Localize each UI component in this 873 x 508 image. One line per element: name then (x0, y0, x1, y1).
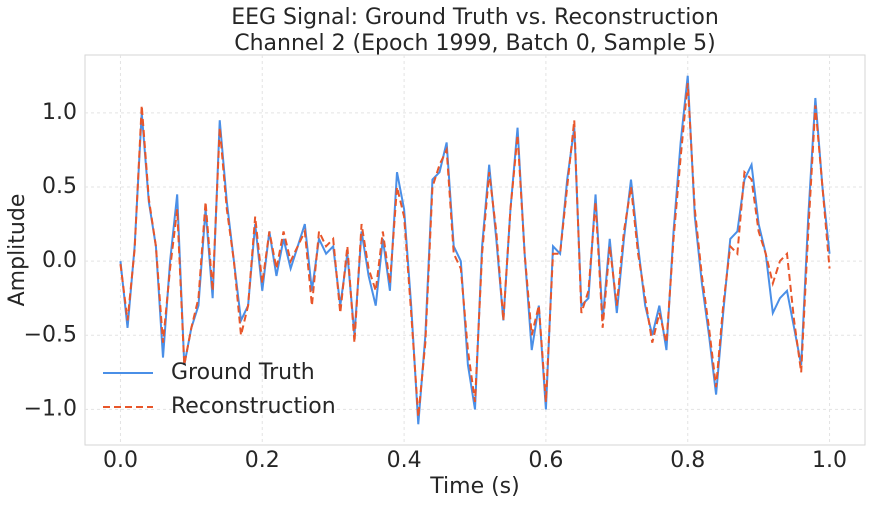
x-tick-label: 0.4 (387, 448, 422, 473)
y-tick-label: 0.0 (42, 248, 77, 273)
y-tick-label: −1.0 (24, 396, 77, 421)
x-tick-label: 0.6 (528, 448, 563, 473)
y-axis-label: Amplitude (5, 194, 30, 307)
legend-label: Ground Truth (171, 360, 315, 385)
chart-subtitle: Channel 2 (Epoch 1999, Batch 0, Sample 5… (234, 31, 716, 56)
plot-frame (84, 54, 866, 446)
series-line (119, 83, 831, 417)
x-axis-label: Time (s) (429, 474, 519, 499)
chart-title: EEG Signal: Ground Truth vs. Reconstruct… (231, 5, 719, 30)
x-tick-label: 1.0 (812, 448, 847, 473)
legend-label: Reconstruction (171, 394, 336, 419)
y-tick-label: −0.5 (24, 322, 77, 347)
y-tick-label: 1.0 (42, 100, 77, 125)
x-tick-label: 0.8 (670, 448, 705, 473)
x-tick-label: 0.0 (103, 448, 138, 473)
x-tick-label: 0.2 (245, 448, 280, 473)
y-tick-label: 0.5 (42, 174, 77, 199)
